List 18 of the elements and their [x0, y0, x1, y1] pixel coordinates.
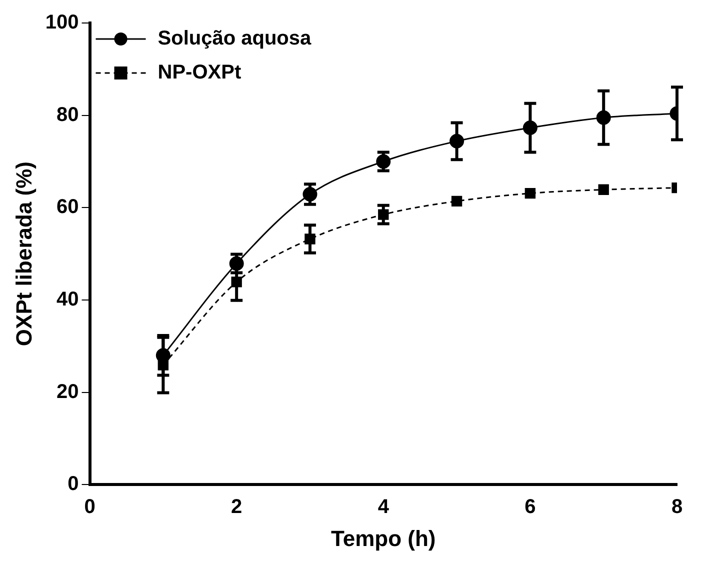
y-axis-title: OXPt liberada (%) — [11, 162, 36, 346]
legend-label: Solução aquosa — [158, 28, 312, 50]
point — [598, 184, 609, 195]
x-tick-label: 2 — [231, 496, 242, 518]
point — [451, 196, 462, 207]
legend-label: NP-OXPt — [158, 62, 242, 84]
y-tick-label: 20 — [56, 380, 79, 403]
x-tick-label: 4 — [378, 496, 390, 518]
y-tick-label: 100 — [45, 12, 79, 34]
y-tick-label: 40 — [56, 288, 79, 310]
x-tick-label: 6 — [524, 496, 536, 518]
y-tick-label: 60 — [56, 196, 79, 218]
point — [524, 188, 536, 199]
y-tick-label: 0 — [68, 473, 79, 496]
x-axis-title: Tempo (h) — [331, 526, 436, 551]
y-tick-label: 80 — [56, 104, 79, 126]
x-tick-label: 0 — [84, 496, 96, 518]
x-tick-label: 8 — [671, 496, 683, 518]
